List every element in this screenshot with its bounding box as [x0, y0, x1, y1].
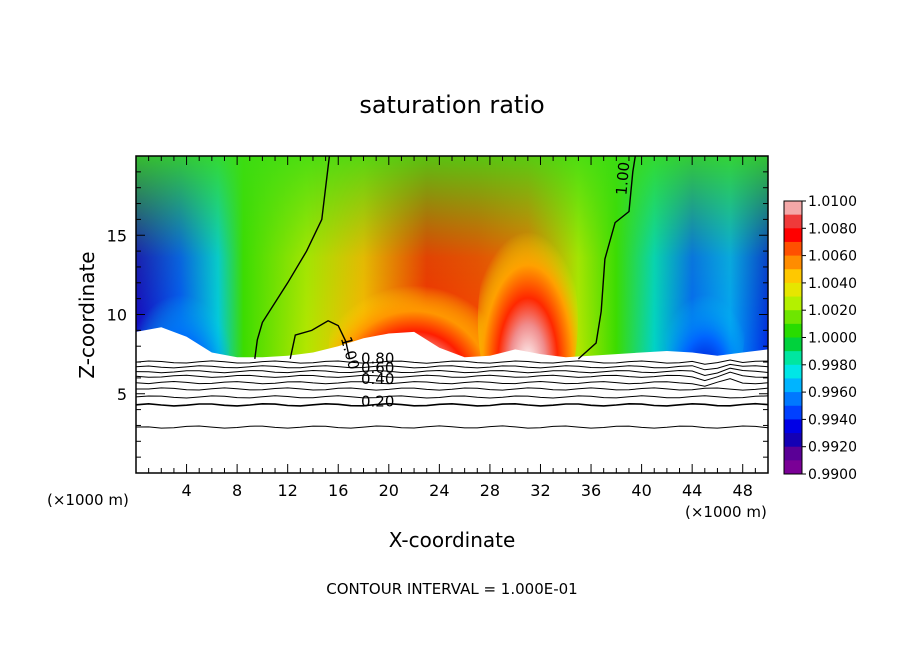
colorbar-swatch	[784, 255, 802, 270]
y-tick-label: 15	[107, 226, 127, 245]
x-axis-ticks: 4 8 12 16 20 24 28 32 36 40 44 48	[148, 156, 756, 500]
colorbar-swatch	[784, 433, 802, 448]
colorbar-tick-label: 0.9980	[808, 358, 857, 374]
colorbar-swatch	[784, 337, 802, 352]
contour-line	[136, 387, 769, 391]
colorbar-swatch	[784, 323, 802, 338]
x-axis-label: X-coordinate	[389, 528, 516, 552]
colorbar-tick-label: 0.9920	[808, 440, 857, 456]
z-unit-label: (×1000 m)	[47, 491, 129, 509]
supersat-region-right	[477, 210, 578, 359]
contour-line	[135, 425, 769, 429]
x-tick-label: 20	[379, 481, 399, 500]
contour-line	[135, 363, 769, 371]
x-tick-label: 4	[181, 481, 191, 500]
colorbar-swatch	[784, 460, 802, 475]
colorbar-tick-label: 0.9900	[808, 467, 857, 483]
contour-label: 0.60	[361, 359, 394, 377]
colorbar-tick-label: 1.0060	[808, 249, 857, 265]
y-tick-label: 5	[117, 385, 127, 404]
colorbar-tick-label: 1.0000	[808, 331, 857, 347]
y-axis-ticks: 5 10 15	[107, 171, 768, 458]
contour-line	[135, 402, 769, 407]
x-tick-label: 32	[530, 481, 550, 500]
contour-line-one	[289, 320, 351, 360]
colorbar-tick-label: 1.0020	[808, 303, 857, 319]
colorbar-swatch	[784, 364, 802, 379]
colorbar-swatch	[784, 228, 802, 243]
colorbar-swatch	[784, 405, 802, 420]
colorbar-tick-label: 0.9940	[808, 412, 857, 428]
x-tick-label: 44	[682, 481, 702, 500]
contour-line	[135, 395, 769, 399]
x-tick-label: 8	[232, 481, 242, 500]
contour-label: 1.00	[612, 161, 633, 196]
heatmap-field	[136, 156, 768, 359]
x-tick-label: 24	[429, 481, 449, 500]
contour-line	[135, 367, 769, 377]
contour-line	[135, 378, 769, 387]
contour-lines	[135, 155, 769, 429]
dry-region-right	[664, 260, 745, 359]
contour-line	[135, 359, 769, 365]
colorbar: 1.0100 1.0080 1.0060 1.0040 1.0020 1.0000 0.99…	[783, 194, 857, 483]
supersat-region-center	[329, 260, 500, 359]
contour-line-one	[577, 155, 636, 360]
x-unit-label: (×1000 m)	[685, 503, 767, 521]
contour-line	[135, 371, 769, 382]
x-tick-label: 40	[631, 481, 651, 500]
y-tick-label: 10	[107, 306, 127, 325]
colorbar-swatch	[784, 201, 802, 216]
contour-line-one	[254, 155, 331, 359]
contour-label: 0.20	[361, 392, 394, 410]
x-tick-label: 36	[581, 481, 601, 500]
colorbar-tick-label: 1.0080	[808, 221, 857, 237]
colorbar-swatch	[784, 241, 802, 257]
colorbar-tick-label: 1.0100	[808, 194, 857, 210]
colorbar-swatch	[784, 419, 802, 434]
colorbar-swatch	[784, 392, 802, 407]
y-axis-label: Z-coordinate	[75, 251, 99, 378]
contour-label: 0.40	[361, 370, 394, 388]
colorbar-swatch	[784, 351, 802, 366]
chart-title: saturation ratio	[359, 91, 544, 119]
colorbar-swatch	[784, 269, 802, 284]
colorbar-swatch	[784, 214, 802, 229]
colorbar-swatch	[784, 282, 802, 298]
colorbar-tick-label: 1.0040	[808, 276, 857, 292]
x-tick-label: 16	[328, 481, 348, 500]
x-tick-label: 12	[278, 481, 298, 500]
contour-interval-note: CONTOUR INTERVAL = 1.000E-01	[326, 580, 577, 598]
x-tick-label: 28	[480, 481, 500, 500]
colorbar-swatch	[784, 378, 802, 393]
colorbar-tick-label: 0.9960	[808, 385, 857, 401]
contour-label: 0.80	[361, 350, 394, 368]
colorbar-swatch	[784, 310, 802, 325]
colorbar-swatch	[784, 446, 802, 461]
cloud-base-edge	[136, 327, 768, 360]
colorbar-swatch	[784, 296, 802, 311]
x-tick-label: 48	[733, 481, 753, 500]
